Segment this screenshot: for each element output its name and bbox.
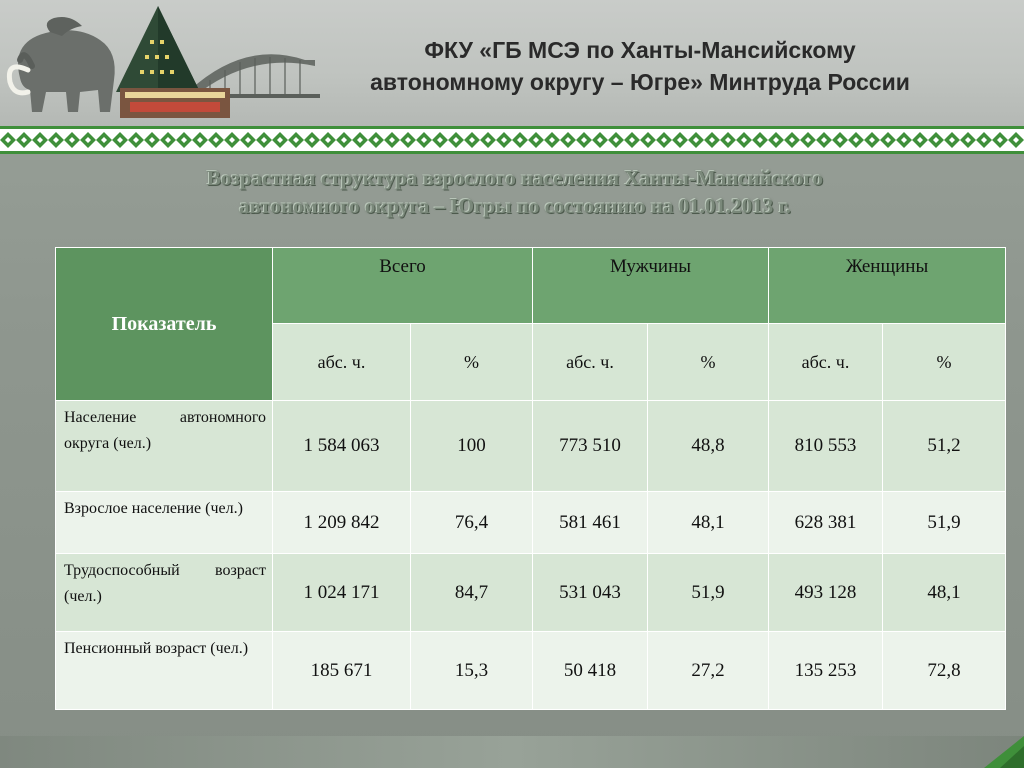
group-header-men: Мужчины [531, 247, 770, 324]
table-cell: 135 253 [768, 631, 884, 710]
organization-title-line2: автономному округу – Югре» Минтруда Росс… [370, 69, 910, 95]
footer-band [0, 736, 1024, 768]
table-row: Пенсионный возраст (чел.) 185 671 15,3 5… [55, 631, 1007, 710]
ornament-band [0, 126, 1024, 154]
table-cell: 72,8 [882, 631, 1007, 710]
table-cell: 84,7 [410, 553, 533, 632]
table-row: Трудоспособный возраст (чел.) 1 024 171 … [55, 553, 1007, 632]
population-table: Показатель Всего Мужчины Женщины абс. ч.… [55, 247, 1007, 710]
table-cell: 1 024 171 [272, 553, 411, 632]
table-cell: 628 381 [768, 491, 884, 554]
page-subtitle: Возрастная структура взрослого населения… [60, 164, 970, 220]
table-cell: 51,9 [882, 491, 1007, 554]
table-cell: 810 553 [768, 400, 884, 492]
table-cell: 51,9 [646, 553, 770, 632]
mammoth-and-monument-icon [6, 6, 320, 118]
header-banner: ФКУ «ГБ МСЭ по Ханты-Мансийскому автоном… [0, 0, 1024, 128]
indicator-header: Показатель [55, 247, 273, 401]
table-cell: 27,2 [646, 631, 770, 710]
row-label: Пенсионный возраст (чел.) [55, 631, 273, 710]
table-cell: 185 671 [272, 631, 411, 710]
table-cell: 581 461 [532, 491, 648, 554]
corner-decoration-icon [984, 736, 1024, 768]
organization-title-line1: ФКУ «ГБ МСЭ по Ханты-Мансийскому [424, 37, 856, 63]
group-header-women: Женщины [768, 247, 1007, 324]
subheader-abs: абс. ч. [272, 323, 411, 401]
row-label: Взрослое население (чел.) [55, 491, 273, 554]
page-subtitle-line1: Возрастная структура взрослого населения… [206, 166, 824, 190]
table-cell: 1 584 063 [272, 400, 411, 492]
table-cell: 773 510 [532, 400, 648, 492]
subheader-percent: % [410, 323, 533, 401]
table-cell: 51,2 [882, 400, 1007, 492]
table-row: Взрослое население (чел.) 1 209 842 76,4… [55, 491, 1007, 554]
group-header-total: Всего [272, 247, 533, 324]
table-cell: 76,4 [410, 491, 533, 554]
table-cell: 50 418 [532, 631, 648, 710]
subheader-abs: абс. ч. [768, 323, 884, 401]
table-cell: 48,1 [646, 491, 770, 554]
table-cell: 1 209 842 [272, 491, 411, 554]
table-row: Население автономного округа (чел.) 1 58… [55, 400, 1007, 492]
organization-title: ФКУ «ГБ МСЭ по Ханты-Мансийскому автоном… [330, 34, 950, 98]
row-label: Население автономного округа (чел.) [55, 400, 273, 492]
page-subtitle-line2: автономного округа – Югры по состоянию н… [239, 194, 791, 218]
table-cell: 493 128 [768, 553, 884, 632]
row-label: Трудоспособный возраст (чел.) [55, 553, 273, 632]
subheader-percent: % [882, 323, 1007, 401]
subheader-percent: % [646, 323, 770, 401]
population-table-wrap: Показатель Всего Мужчины Женщины абс. ч.… [55, 247, 1007, 712]
table-cell: 531 043 [532, 553, 648, 632]
table-cell: 15,3 [410, 631, 533, 710]
subheader-abs: абс. ч. [532, 323, 648, 401]
table-cell: 100 [410, 400, 533, 492]
table-cell: 48,8 [646, 400, 770, 492]
table-cell: 48,1 [882, 553, 1007, 632]
